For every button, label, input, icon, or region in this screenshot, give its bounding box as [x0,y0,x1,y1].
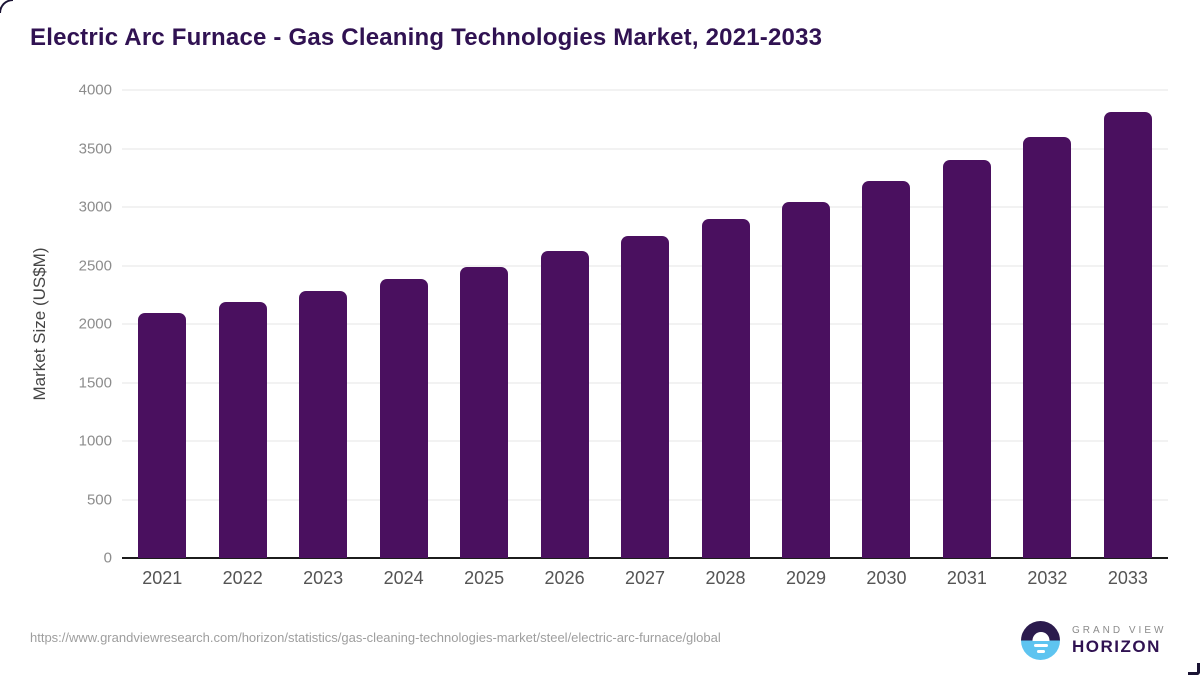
bar-2032[interactable] [1023,137,1072,558]
logo-text: GRAND VIEW HORIZON [1072,625,1166,657]
bar-2031[interactable] [942,160,991,558]
x-tick-label-2023: 2023 [303,568,344,588]
y-tick-label-1500: 1500 [78,374,112,391]
bar-2024[interactable] [379,278,428,558]
y-axis-tick-labels: 0 500 1000 1500 2000 2500 3000 3500 4000 [0,82,112,567]
corner-artifact-top-left [0,0,13,13]
bar-slot [846,90,926,558]
x-tick-label-2032: 2032 [1027,568,1068,588]
source-url[interactable]: https://www.grandviewresearch.com/horizo… [30,630,721,645]
chart-title: Electric Arc Furnace - Gas Cleaning Tech… [30,24,823,51]
bar-slot [1088,90,1168,558]
x-tick-label-2031: 2031 [946,568,987,588]
x-tick-label-2033: 2033 [1107,568,1148,588]
y-tick-label-4000: 4000 [78,81,112,99]
x-tick-label-2030: 2030 [866,568,907,588]
plot-area [122,89,1168,559]
logo-text-grand-view: GRAND VIEW [1072,624,1167,636]
bar-slot [927,90,1007,558]
x-tick-label-2024: 2024 [383,568,424,588]
gridline-3500 [122,148,1168,149]
y-tick-label-2500: 2500 [78,257,112,274]
bar-2026[interactable] [540,250,589,558]
x-axis-line [122,557,1168,559]
x-tick-label-2027: 2027 [625,568,666,588]
bar-2025[interactable] [460,266,509,558]
bar-2033[interactable] [1103,111,1152,558]
y-tick-label-0: 0 [103,549,112,567]
y-tick-label-1000: 1000 [78,432,112,450]
x-tick-label-2028: 2028 [705,568,746,588]
x-tick-label-2026: 2026 [544,568,585,588]
bar-slot [202,90,282,558]
gridline-4000 [122,89,1168,91]
grand-view-horizon-logo[interactable]: GRAND VIEW HORIZON [1021,621,1166,660]
x-tick-label-2029: 2029 [785,568,826,588]
bar-slot [524,90,604,558]
logo-text-horizon: HORIZON [1072,636,1161,656]
gridline-3000 [122,206,1168,208]
horizon-sunrise-icon [1021,621,1060,660]
bar-2029[interactable] [781,201,830,558]
sun-dome-shape [1032,631,1049,641]
x-axis-tick-labels: 2021 2022 2023 2024 2025 2026 2027 2028 2029 2030… [122,568,1168,589]
y-tick-label-3000: 3000 [78,198,112,216]
bar-2028[interactable] [701,219,750,558]
bar-slot [363,90,443,558]
bar-slot [444,90,524,558]
bar-2021[interactable] [138,313,187,558]
x-tick-label-2022: 2022 [222,568,263,588]
y-tick-label-3500: 3500 [78,140,112,157]
bar-2030[interactable] [862,180,911,558]
reflection-line [1036,649,1045,653]
bar-slot [283,90,363,558]
bar-series [122,90,1168,558]
bar-slot [1007,90,1087,558]
bar-slot [685,90,765,558]
bar-slot [766,90,846,558]
bar-slot [122,90,202,558]
bar-slot [605,90,685,558]
y-tick-label-500: 500 [86,491,112,508]
bar-2022[interactable] [218,302,267,558]
bar-2023[interactable] [299,291,348,558]
reflection-line [1033,643,1048,647]
bar-2027[interactable] [621,236,670,558]
y-tick-label-2000: 2000 [78,315,112,333]
x-tick-label-2025: 2025 [464,568,505,588]
x-tick-label-2021: 2021 [142,568,183,588]
corner-artifact-bottom-right [1188,663,1200,675]
